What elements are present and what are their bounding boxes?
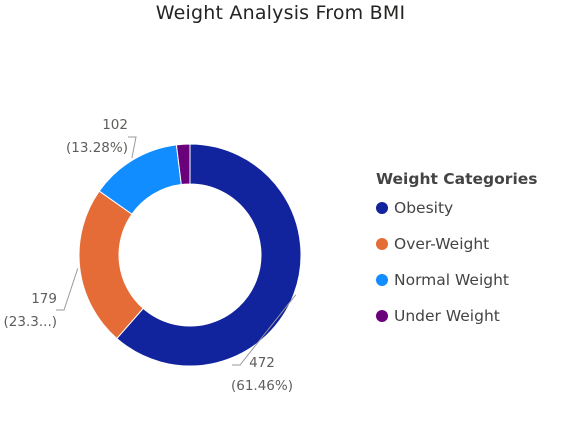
slice-under-weight[interactable] xyxy=(175,143,191,186)
legend-label: Under Weight xyxy=(394,307,500,325)
legend-marker-icon xyxy=(376,202,388,214)
data-label-value: 179 xyxy=(31,291,57,307)
leader-line xyxy=(232,294,297,366)
legend-label: Obesity xyxy=(394,199,454,217)
leader-line xyxy=(128,136,137,159)
legend-label: Over-Weight xyxy=(394,235,490,253)
slice-over-weight[interactable] xyxy=(78,190,144,340)
legend-item-under-weight[interactable]: Under Weight xyxy=(376,307,538,325)
legend-item-obesity[interactable]: Obesity xyxy=(376,199,538,217)
legend-label: Normal Weight xyxy=(394,271,510,289)
legend: Weight Categories Obesity Over-Weight No… xyxy=(376,170,538,343)
legend-title: Weight Categories xyxy=(376,170,538,188)
data-label-percent: (61.46%) xyxy=(231,378,293,394)
legend-marker-icon xyxy=(376,274,388,286)
data-label-percent: (23.3...) xyxy=(4,314,57,330)
data-label-value: 102 xyxy=(102,117,128,133)
slice-obesity[interactable] xyxy=(116,143,302,367)
legend-item-over-weight[interactable]: Over-Weight xyxy=(376,235,538,253)
legend-item-normal-weight[interactable]: Normal Weight xyxy=(376,271,538,289)
leader-line xyxy=(56,268,79,311)
data-label-percent: (13.28%) xyxy=(66,140,128,156)
data-label-value: 472 xyxy=(249,355,275,371)
legend-marker-icon xyxy=(376,310,388,322)
chart-title: Weight Analysis From BMI xyxy=(155,2,406,24)
legend-marker-icon xyxy=(376,238,388,250)
